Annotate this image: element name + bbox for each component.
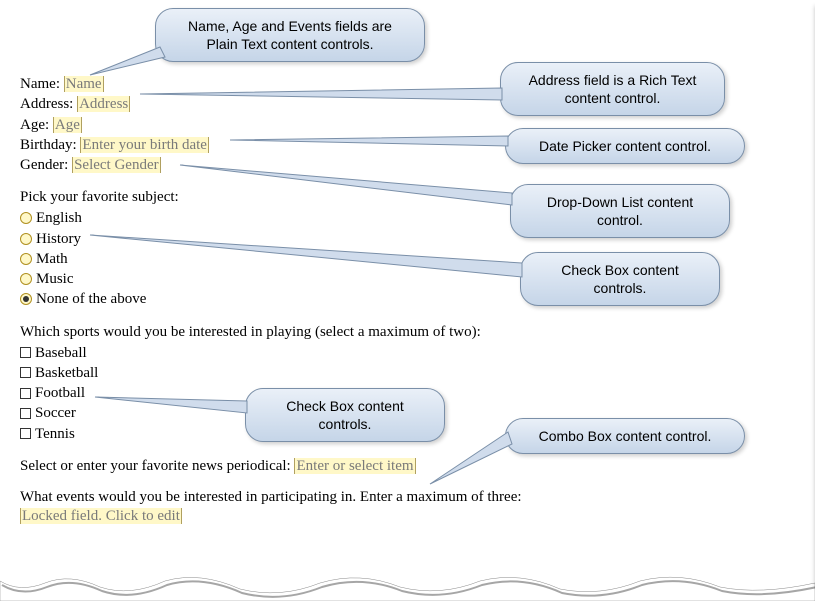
sports-item: Basketball xyxy=(20,363,795,383)
callout-plaintext: Name, Age and Events fields arePlain Tex… xyxy=(155,8,425,62)
name-field[interactable]: Name xyxy=(64,76,104,92)
sports-item: Baseball xyxy=(20,343,795,363)
sports-item-label: Baseball xyxy=(35,343,87,363)
sports-item-label: Basketball xyxy=(35,363,98,383)
age-field[interactable]: Age xyxy=(53,117,82,133)
callout-combobox-text: Combo Box content control. xyxy=(539,428,712,444)
address-label: Address: xyxy=(20,96,77,112)
events-value-line: Locked field. Click to edit xyxy=(20,506,795,526)
gender-label: Gender: xyxy=(20,157,72,173)
periodical-prompt: Select or enter your favorite news perio… xyxy=(20,458,294,474)
checkbox-icon[interactable] xyxy=(20,347,31,358)
name-label: Name: xyxy=(20,76,64,92)
sports-item-label: Football xyxy=(35,383,85,403)
torn-edge-icon xyxy=(0,571,815,601)
age-label: Age: xyxy=(20,117,53,133)
subject-item-label: None of the above xyxy=(36,289,146,309)
checkbox-icon[interactable] xyxy=(20,367,31,378)
callout-plaintext-text: Name, Age and Events fields arePlain Tex… xyxy=(188,18,392,52)
callout-richtext: Address field is a Rich Textcontent cont… xyxy=(500,62,725,116)
sports-prompt: Which sports would you be interested in … xyxy=(20,324,795,341)
checkbox-icon[interactable] xyxy=(20,388,31,399)
callout-checkbox2-text: Check Box contentcontrols. xyxy=(286,398,404,432)
periodical-field[interactable]: Enter or select item xyxy=(294,458,415,474)
radio-icon[interactable] xyxy=(20,293,32,305)
birthday-label: Birthday: xyxy=(20,137,80,153)
callout-checkbox2: Check Box contentcontrols. xyxy=(245,388,445,442)
callout-dropdown-text: Drop-Down List contentcontrol. xyxy=(547,194,693,228)
sports-item-label: Soccer xyxy=(35,403,76,423)
document-page: Name: Name Address: Address Age: Age Bir… xyxy=(0,0,815,601)
callout-datepicker-text: Date Picker content control. xyxy=(539,138,711,154)
birthday-field[interactable]: Enter your birth date xyxy=(80,137,209,153)
callout-richtext-text: Address field is a Rich Textcontent cont… xyxy=(529,72,697,106)
callout-checkbox1: Check Box contentcontrols. xyxy=(520,252,720,306)
events-field[interactable]: Locked field. Click to edit xyxy=(20,508,182,524)
radio-icon[interactable] xyxy=(20,253,32,265)
radio-icon[interactable] xyxy=(20,212,32,224)
radio-icon[interactable] xyxy=(20,233,32,245)
subject-item-label: History xyxy=(36,229,81,249)
events-prompt: What events would you be interested in p… xyxy=(20,489,795,506)
gender-field[interactable]: Select Gender xyxy=(72,157,161,173)
sports-item-label: Tennis xyxy=(35,424,75,444)
subject-item-label: Music xyxy=(36,269,74,289)
callout-dropdown: Drop-Down List contentcontrol. xyxy=(510,184,730,238)
callout-checkbox1-text: Check Box contentcontrols. xyxy=(561,262,679,296)
subject-item-label: Math xyxy=(36,249,68,269)
callout-datepicker: Date Picker content control. xyxy=(505,128,745,164)
periodical-line: Select or enter your favorite news perio… xyxy=(20,458,795,475)
subject-item-label: English xyxy=(36,208,82,228)
address-field[interactable]: Address xyxy=(77,96,130,112)
radio-icon[interactable] xyxy=(20,273,32,285)
checkbox-icon[interactable] xyxy=(20,428,31,439)
callout-combobox: Combo Box content control. xyxy=(505,418,745,454)
checkbox-icon[interactable] xyxy=(20,408,31,419)
